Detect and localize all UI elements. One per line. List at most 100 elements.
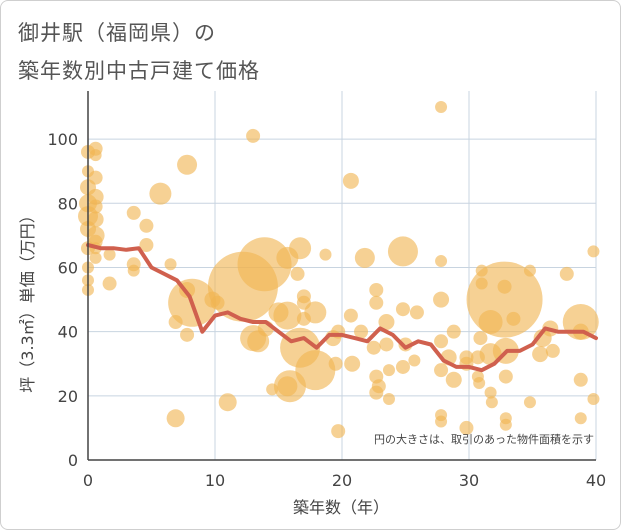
- scatter-point: [331, 424, 346, 439]
- scatter-point: [387, 236, 418, 267]
- scatter-point: [139, 218, 154, 233]
- scatter-point: [127, 264, 140, 277]
- scatter-point: [484, 386, 497, 399]
- scatter-point: [409, 305, 424, 320]
- scatter-point: [559, 266, 574, 281]
- scatter-point: [395, 302, 410, 317]
- scatter-point: [435, 101, 448, 114]
- scatter-point: [296, 311, 311, 326]
- scatter-point: [587, 393, 600, 406]
- scatter-point: [342, 172, 359, 189]
- scatter-point: [290, 266, 305, 281]
- scatter-point: [478, 310, 503, 335]
- y-tick-label: 40: [58, 323, 78, 342]
- scatter-point: [366, 340, 381, 355]
- scatter-point: [523, 396, 536, 409]
- y-tick-label: 60: [58, 258, 78, 277]
- scatter-point: [382, 364, 395, 377]
- scatter-point: [369, 282, 384, 297]
- scatter-point: [139, 238, 154, 253]
- scatter-point: [574, 412, 587, 425]
- x-tick-label: 20: [332, 471, 352, 490]
- scatter-point: [434, 334, 449, 349]
- scatter-point: [459, 350, 474, 365]
- scatter-point: [473, 331, 488, 346]
- scatter-point: [382, 393, 395, 406]
- scatter-point: [499, 418, 512, 431]
- scatter-point: [296, 295, 311, 310]
- scatter-point: [266, 383, 279, 396]
- average-price-line: [86, 243, 598, 373]
- scatter-point: [177, 154, 198, 175]
- size-legend-note: 円の大きさは、取引のあった物件面積を示す: [374, 432, 594, 446]
- scatter-point: [88, 199, 103, 214]
- scatter-point: [435, 415, 448, 428]
- scatter-point: [434, 363, 449, 378]
- y-tick-label: 0: [68, 451, 78, 470]
- scatter-point: [246, 128, 261, 143]
- scatter-point: [497, 279, 512, 294]
- scatter-point: [498, 369, 513, 384]
- scatter-point: [166, 409, 185, 428]
- scatter-point: [435, 255, 448, 268]
- scatter-point: [445, 371, 462, 388]
- scatter-point: [446, 324, 461, 339]
- scatter-point: [218, 393, 237, 412]
- scatter-point: [87, 211, 104, 228]
- scatter-point: [210, 295, 225, 310]
- scatter-point: [102, 276, 117, 291]
- scatter-point: [277, 376, 298, 397]
- scatter-point: [289, 237, 312, 260]
- scatter-point: [343, 308, 358, 323]
- scatter-point: [328, 356, 343, 371]
- scatter-point: [470, 350, 485, 365]
- scatter-point: [354, 324, 369, 339]
- scatter-point: [475, 264, 488, 277]
- trend-line-layer: [86, 243, 598, 373]
- scatter-point: [532, 346, 549, 363]
- scatter-point: [587, 245, 600, 258]
- y-axis-label: 坪（3.3㎡）単価（万円）: [18, 207, 37, 392]
- scatter-point: [379, 337, 394, 352]
- chart-title-line1: 御井駅（福岡県）の: [18, 21, 216, 45]
- x-tick-label: 0: [83, 471, 93, 490]
- scatter-point: [545, 343, 560, 358]
- scatter-point: [371, 379, 386, 394]
- scatter-point: [369, 295, 384, 310]
- x-tick-label: 30: [459, 471, 479, 490]
- scatter-point: [354, 247, 375, 268]
- scatter-point: [344, 355, 361, 372]
- scatter-point: [149, 182, 172, 205]
- scatter-point: [433, 291, 450, 308]
- scatter-point: [103, 248, 116, 261]
- scatter-point: [523, 264, 536, 277]
- scatter-point: [89, 251, 102, 264]
- scatter-point: [573, 372, 588, 387]
- scatter-point: [180, 327, 195, 342]
- scatter-point: [319, 248, 332, 261]
- scatter-point: [506, 311, 521, 326]
- scatter-point: [164, 258, 177, 271]
- x-axis-label: 築年数（年）: [293, 498, 389, 517]
- y-tick-label: 100: [47, 130, 78, 149]
- scatter-point: [485, 396, 498, 409]
- chart-title-line2: 築年数別中古戸建て価格: [18, 59, 260, 83]
- axes-layer: 0 10 20 30 40 0 20 40 60 80 100: [47, 91, 606, 490]
- scatter-point: [237, 237, 292, 292]
- x-tick-label: 40: [586, 471, 606, 490]
- scatter-point: [378, 314, 395, 331]
- scatter-point: [126, 205, 141, 220]
- scatter-point: [408, 354, 421, 367]
- scatter-point: [473, 376, 486, 389]
- x-tick-label: 10: [205, 471, 225, 490]
- scatter-point: [475, 277, 488, 290]
- scatter-point: [459, 420, 474, 435]
- scatter-point: [168, 315, 183, 330]
- scatter-point: [395, 359, 410, 374]
- y-tick-label: 20: [58, 387, 78, 406]
- scatter-point: [268, 302, 289, 323]
- y-tick-label: 80: [58, 194, 78, 213]
- scatter-point: [295, 350, 336, 391]
- scatter-point: [89, 149, 102, 162]
